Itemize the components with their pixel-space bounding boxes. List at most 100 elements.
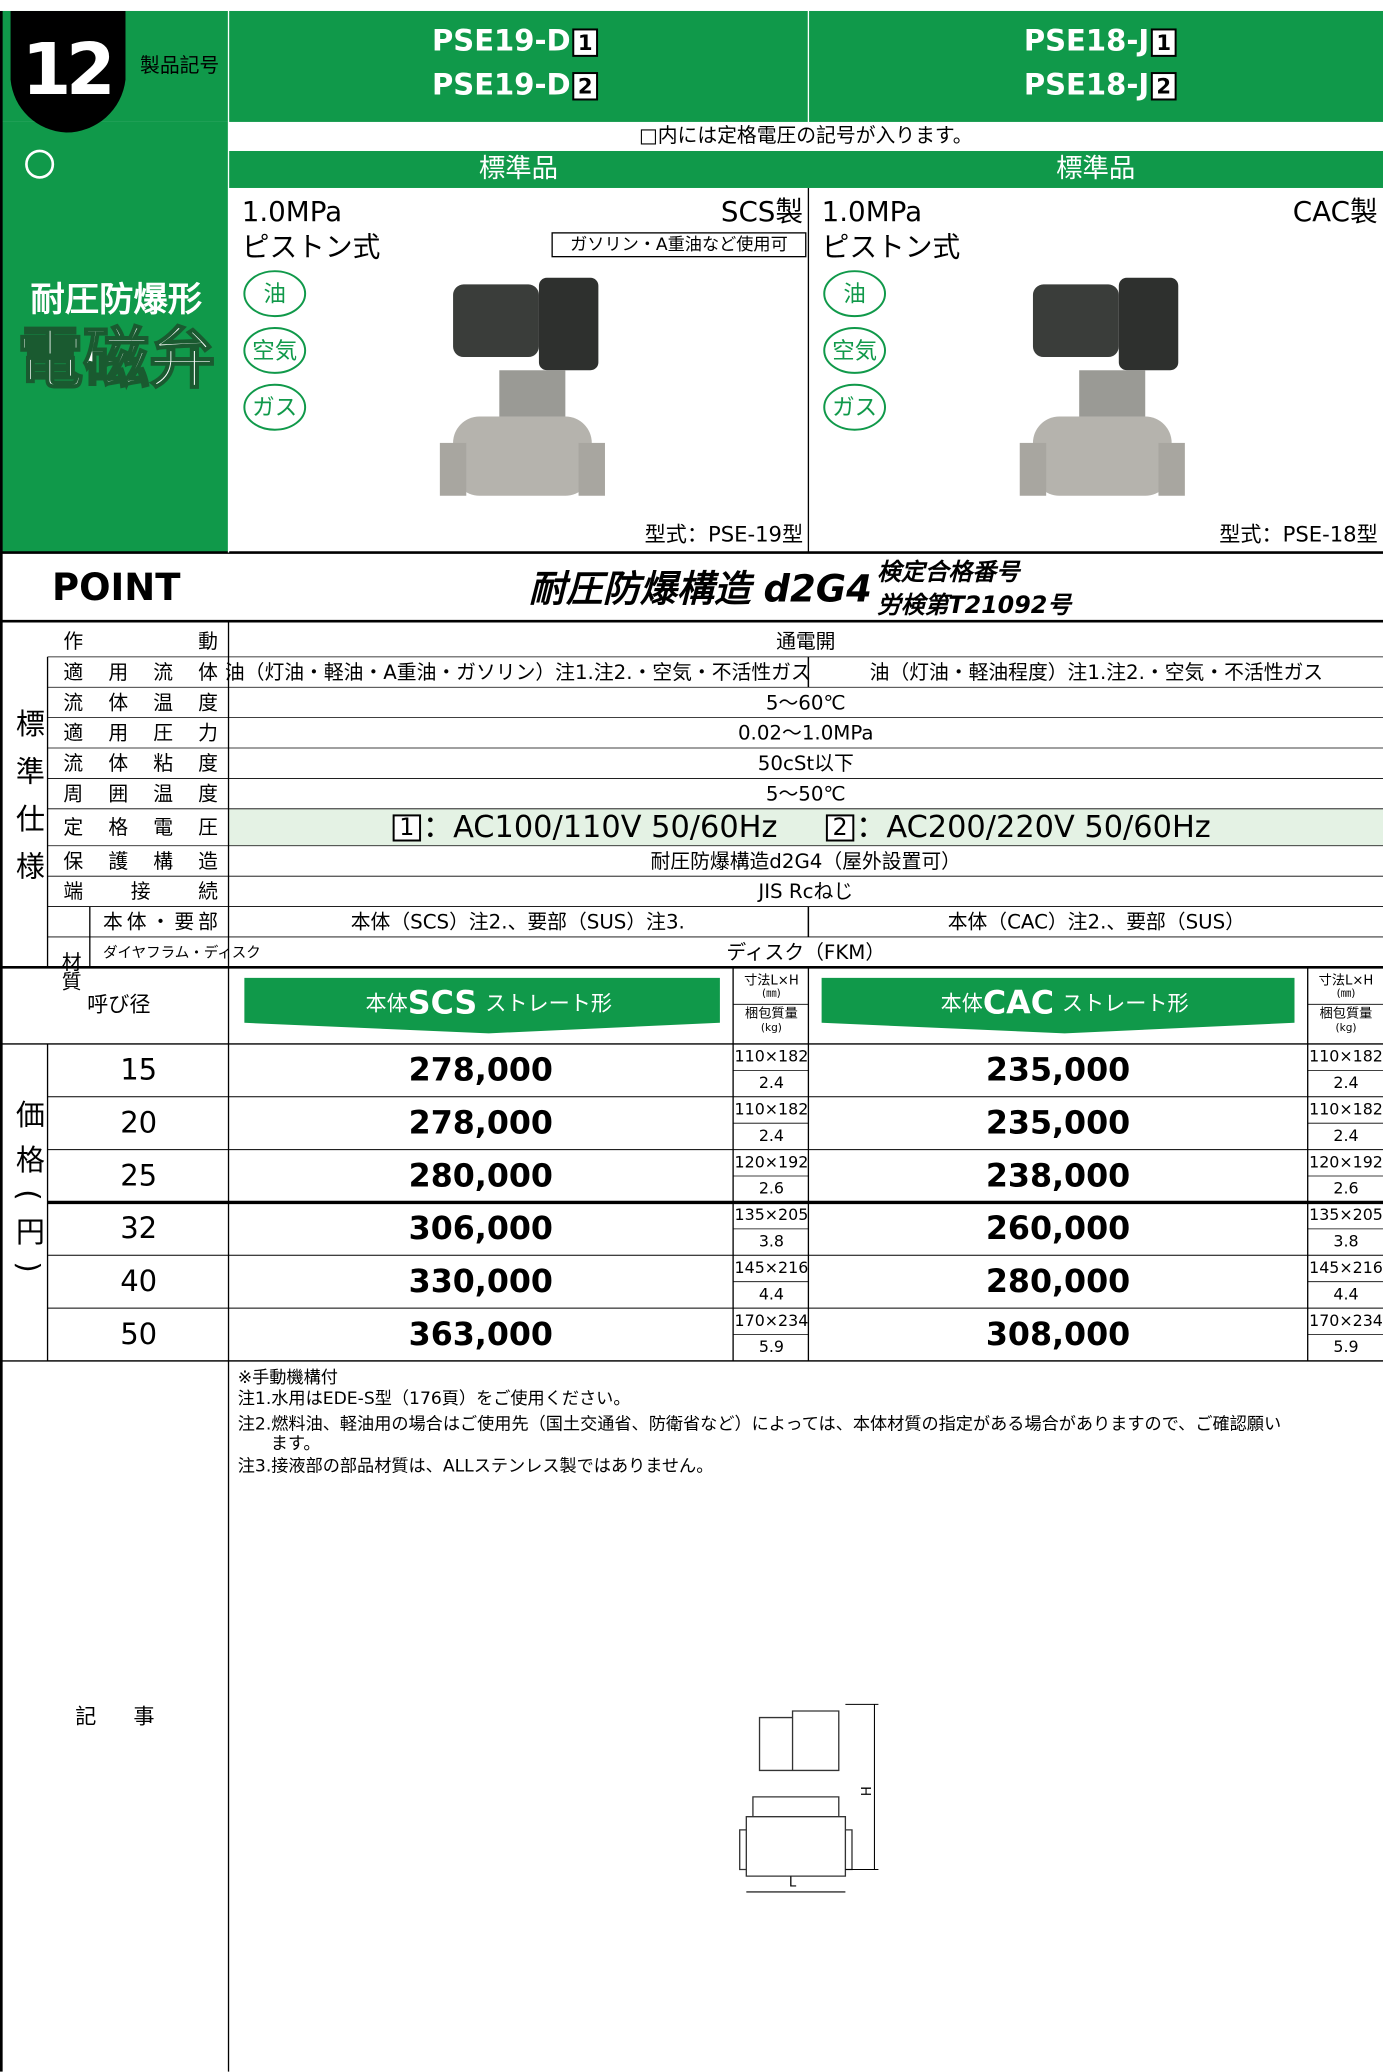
body-header: 本体CAC ストレート形	[941, 985, 1189, 1021]
dim-header: (㎜)	[1337, 988, 1356, 1000]
dim: 170×234	[1309, 1311, 1383, 1330]
dim: 120×192	[1309, 1152, 1383, 1171]
price: 280,000	[986, 1264, 1130, 1300]
photo-part	[578, 442, 605, 496]
photo-part	[538, 277, 599, 371]
model-name: PSE19-D	[432, 24, 571, 58]
model-name: PSE18-J	[1024, 24, 1149, 58]
size: 25	[120, 1158, 157, 1192]
photo-part	[439, 442, 467, 496]
spec-value: 5〜60℃	[766, 691, 846, 714]
weight: 2.6	[1333, 1179, 1358, 1198]
weight: 2.4	[759, 1073, 784, 1092]
banner	[244, 977, 720, 1034]
weight: 5.9	[759, 1337, 784, 1356]
box	[1150, 72, 1177, 101]
spec-value: 耐圧防爆構造d2G4（屋外設置可）	[651, 850, 961, 873]
model-box: 2	[1156, 74, 1171, 99]
media: ガス	[832, 395, 877, 421]
media-badge	[243, 270, 307, 318]
weight: 2.4	[759, 1126, 784, 1145]
dim-header: 寸法L×H	[744, 973, 799, 989]
cert: 検定合格番号	[877, 558, 1022, 586]
media: 空気	[832, 338, 877, 364]
weight: 3.8	[1333, 1232, 1358, 1251]
price: 280,000	[409, 1158, 553, 1194]
spec-value: 通電開	[776, 630, 835, 653]
kind: ピストン式	[242, 231, 381, 264]
box	[551, 232, 807, 258]
kind: ピストン式	[822, 231, 961, 264]
media-badge	[243, 326, 307, 374]
media: 油	[843, 281, 865, 307]
model-name: PSE19-D	[432, 67, 571, 101]
price: 306,000	[409, 1211, 553, 1247]
model-box: 1	[1156, 30, 1171, 55]
spec-value: 50cSt以下	[758, 752, 854, 775]
price-group: 価格(円)	[11, 1099, 45, 1289]
dim: 145×216	[1309, 1258, 1383, 1277]
dim: 110×182	[735, 1099, 809, 1118]
media-badge	[243, 383, 307, 431]
badge-number: 12	[22, 28, 111, 111]
note-line: ※手動機構付	[238, 1368, 338, 1388]
media: 油	[264, 281, 286, 307]
material-label: 材質	[58, 951, 81, 991]
price: 308,000	[986, 1317, 1130, 1353]
size: 50	[120, 1317, 157, 1351]
dim-header: (kg)	[761, 1022, 782, 1034]
weight: 5.9	[1333, 1337, 1358, 1356]
material: SCS製	[721, 195, 803, 228]
media-badge	[823, 326, 887, 374]
weight: 4.4	[759, 1284, 784, 1303]
diagram	[739, 1710, 853, 1877]
weight: 3.8	[759, 1232, 784, 1251]
body-prefix: 本体	[941, 990, 983, 1015]
photo-part	[1032, 284, 1119, 358]
voltage-box: 2	[833, 813, 848, 841]
spec-value: 油（灯油・軽油・A重油・ガソリン）注1.注2.・空気・不活性ガス	[225, 661, 811, 684]
media: 空気	[252, 338, 297, 364]
photo-part	[1032, 416, 1172, 496]
spec-group: 標準仕様	[11, 708, 45, 899]
photo-part	[1079, 370, 1146, 417]
price: 363,000	[409, 1317, 553, 1353]
note-line: 注1.水用はEDE-S型（176頁）をご使用ください。	[238, 1388, 631, 1409]
standard: 標準品	[1056, 153, 1135, 184]
size: 15	[120, 1053, 157, 1087]
model-box: 2	[578, 74, 593, 99]
tag: ガソリン・A重油など使用可	[570, 234, 788, 255]
photo-part	[499, 370, 566, 417]
box	[825, 814, 855, 842]
media-badge	[823, 270, 887, 318]
box	[0, 121, 229, 553]
spec-value: 本体（SCS）注2.、要部（SUS）注3.	[351, 911, 685, 934]
size: 20	[120, 1106, 157, 1140]
voltage: ：AC200/220V 50/60Hz	[856, 810, 1211, 845]
weight: 2.6	[759, 1179, 784, 1198]
spec-value: 0.02〜1.0MPa	[738, 722, 874, 745]
size-header: 呼び径	[87, 992, 150, 1017]
dim: 110×182	[1309, 1099, 1383, 1118]
spec-value: JIS Rcねじ	[756, 880, 853, 903]
model-type: 型式：PSE-19型	[645, 521, 804, 546]
dim-header: 梱包質量	[745, 1006, 798, 1022]
body-prefix: 本体	[366, 990, 408, 1015]
voltage: ：AC100/110V 50/60Hz	[423, 810, 778, 845]
pressure: 1.0MPa	[242, 195, 342, 228]
price: 278,000	[409, 1106, 553, 1142]
model-type: 型式：PSE-18型	[1219, 521, 1377, 546]
spec-value: ディスク（FKM）	[726, 941, 885, 964]
dim: 170×234	[735, 1311, 809, 1330]
photo-part	[1019, 442, 1047, 496]
banner	[821, 977, 1295, 1034]
price: 235,000	[986, 1106, 1130, 1142]
size: 32	[120, 1211, 157, 1245]
dim-h: H	[857, 1786, 872, 1796]
note-line: 注3.接液部の部品材質は、ALLステンレス製ではありません。	[238, 1457, 714, 1477]
model-name: PSE18-J	[1024, 67, 1149, 101]
icon	[25, 149, 55, 179]
body-suffix: ストレート形	[485, 990, 612, 1015]
price: 330,000	[409, 1264, 553, 1300]
